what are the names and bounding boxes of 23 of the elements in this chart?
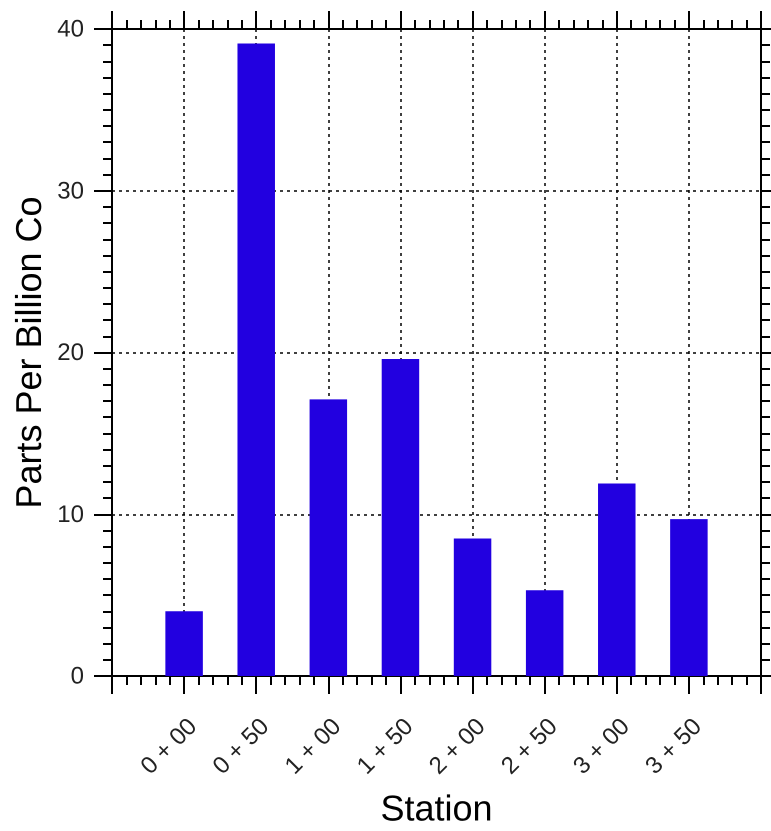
bar [310, 399, 348, 676]
bar [670, 519, 708, 676]
x-tick-label: 2 + 50 [496, 712, 563, 780]
y-tick-label: 40 [57, 16, 84, 42]
bar [382, 358, 420, 676]
x-tick-label: 0 + 00 [135, 712, 202, 780]
y-axis-title: Parts Per Billion Co [8, 196, 49, 509]
bar [165, 611, 203, 676]
bar [237, 44, 275, 676]
x-axis-title: Station [380, 788, 493, 828]
y-tick-label: 20 [57, 339, 84, 366]
bar [526, 590, 564, 676]
x-tick-label: 3 + 00 [568, 712, 635, 780]
x-tick-label: 0 + 50 [208, 712, 274, 780]
x-tick-label: 1 + 50 [352, 712, 418, 780]
bar [454, 538, 492, 676]
y-tick-label: 10 [57, 500, 84, 528]
y-tick-label: 0 [70, 662, 84, 690]
x-tick-label: 1 + 00 [280, 712, 346, 780]
y-tick-label: 30 [57, 177, 84, 204]
x-tick-label: 3 + 50 [640, 712, 707, 780]
x-tick-label: 2 + 00 [424, 712, 491, 780]
bar [598, 484, 636, 676]
